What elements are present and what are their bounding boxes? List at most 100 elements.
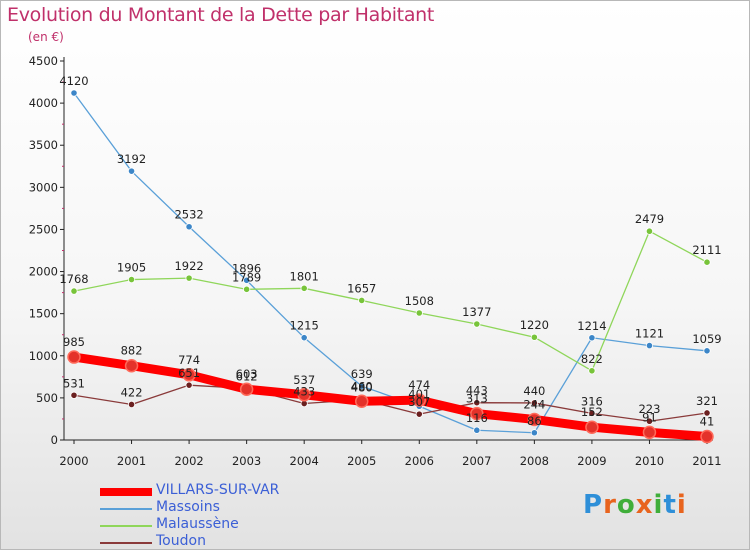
data-label: 1121 [635, 327, 664, 341]
axes: 0 500 1000 1500 2000 2500 3000 3500 4000 4500 2000… [29, 54, 722, 468]
data-point [645, 227, 654, 235]
data-point [300, 284, 308, 292]
data-point [185, 223, 193, 231]
data-label: 1508 [405, 294, 434, 308]
x-tick-label: 2002 [174, 454, 203, 468]
data-point [473, 426, 481, 434]
logo-letter: t [663, 490, 677, 520]
legend-swatch [100, 525, 152, 527]
data-point [473, 320, 481, 328]
data-point [70, 89, 78, 97]
y-tick-label: 4000 [29, 96, 58, 110]
data-point [588, 367, 596, 375]
data-point [415, 309, 423, 317]
data-label: 4120 [59, 74, 88, 88]
data-point [700, 429, 714, 444]
data-point [645, 341, 654, 350]
series-line [73, 92, 708, 434]
x-tick-label: 2009 [577, 454, 606, 468]
data-label: 1657 [347, 281, 376, 295]
data-point [300, 334, 308, 342]
data-point [185, 381, 193, 389]
data-label: 651 [178, 366, 200, 380]
series-line [69, 352, 712, 442]
data-label: 1377 [462, 305, 491, 319]
data-label: 1215 [290, 319, 319, 333]
x-tick-label: 2010 [635, 454, 664, 468]
logo-letter: o [616, 490, 636, 520]
legend-item: Toudon [100, 533, 360, 551]
proxiti-logo: Proxiti [583, 490, 687, 520]
data-point [185, 274, 193, 282]
y-tick-label: 4500 [29, 54, 58, 68]
x-tick-label: 2000 [59, 454, 88, 468]
data-label: 1801 [290, 269, 319, 283]
logo-letter: P [583, 490, 604, 520]
logo-letter: r [603, 490, 617, 520]
data-label: 401 [408, 387, 430, 401]
logo-letter: i [653, 490, 664, 520]
data-label: 313 [466, 392, 488, 406]
data-label: 612 [236, 369, 258, 383]
data-label: 307 [408, 395, 430, 409]
data-label: 1789 [232, 270, 261, 284]
data-label: 480 [351, 381, 373, 395]
x-tick-label: 2005 [347, 454, 376, 468]
data-point [703, 258, 711, 266]
data-point [530, 333, 538, 341]
data-label: 116 [466, 411, 488, 425]
data-label: 1768 [59, 272, 88, 286]
y-tick-label: 2000 [29, 265, 58, 279]
x-tick-label: 2004 [290, 454, 319, 468]
y-tick-label: 3500 [29, 138, 58, 152]
series-layer [67, 89, 714, 444]
data-label: 1905 [117, 261, 146, 275]
data-label: 474 [408, 378, 430, 392]
data-label: 1922 [174, 259, 203, 273]
data-point [585, 420, 599, 434]
data-point [243, 285, 251, 293]
legend-item: VILLARS-SUR-VAR [100, 482, 360, 500]
y-tick-label: 1000 [29, 349, 58, 363]
x-tick-label: 2006 [405, 454, 434, 468]
data-label: 460 [351, 379, 373, 393]
data-point [530, 399, 538, 407]
data-label: 531 [63, 376, 85, 390]
data-point [297, 388, 311, 402]
series-line [73, 384, 708, 422]
data-point [588, 409, 596, 417]
legend-label: Malaussène [156, 516, 239, 532]
y-tick-label: 3000 [29, 180, 58, 194]
series-massoins [70, 89, 711, 437]
data-point [67, 350, 81, 364]
data-label: 1220 [520, 318, 549, 332]
data-label: 244 [523, 397, 545, 411]
data-point [127, 400, 136, 409]
series-line [73, 230, 708, 372]
data-label: 2532 [174, 208, 203, 222]
legend-label: Toudon [156, 533, 206, 549]
data-point [412, 393, 427, 407]
data-label: 316 [581, 394, 603, 408]
legend-swatch [100, 508, 152, 510]
data-point [358, 296, 366, 305]
data-point [530, 429, 538, 437]
x-tick-label: 2003 [232, 454, 261, 468]
data-point [358, 382, 366, 390]
y-tick-label: 1500 [29, 307, 58, 321]
data-label: 639 [351, 367, 373, 381]
chart-title: Evolution du Montant de la Dette par Hab… [7, 4, 435, 26]
data-label: 1059 [692, 332, 721, 346]
logo-letter: x [635, 490, 654, 520]
data-label: 223 [638, 402, 660, 416]
data-point [124, 358, 139, 373]
data-point [703, 409, 711, 417]
data-point [415, 410, 423, 418]
data-label: 822 [581, 352, 603, 366]
unit-label: (en €) [28, 30, 64, 44]
data-label: 774 [178, 353, 200, 367]
x-tick-label: 2001 [117, 454, 146, 468]
data-label: 41 [700, 415, 715, 429]
data-label: 91 [642, 410, 657, 424]
